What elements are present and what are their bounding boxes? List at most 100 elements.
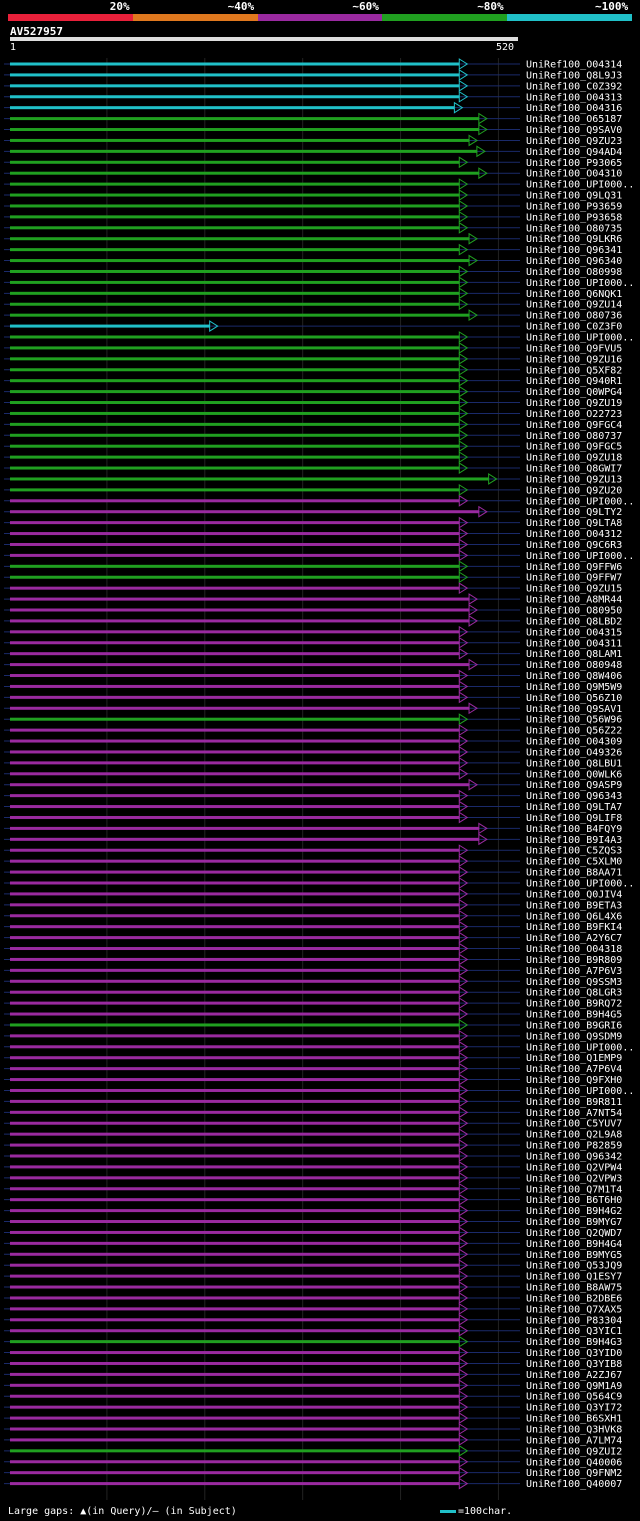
subject-label[interactable]: UniRef100_B9R811 (526, 1097, 622, 1108)
subject-label[interactable]: UniRef100_O80950 (526, 606, 622, 617)
subject-label[interactable]: UniRef100_P82859 (526, 1141, 622, 1152)
subject-label[interactable]: UniRef100_Q9ZU15 (526, 584, 622, 595)
subject-label[interactable]: UniRef100_UPI000.. (526, 180, 634, 191)
subject-label[interactable]: UniRef100_C5XLM0 (526, 857, 622, 868)
subject-label[interactable]: UniRef100_Q0WPG4 (526, 387, 622, 398)
subject-label[interactable]: UniRef100_Q9LTA7 (526, 802, 622, 813)
subject-label[interactable]: UniRef100_B9MYG7 (526, 1217, 622, 1228)
subject-label[interactable]: UniRef100_Q8LAM1 (526, 649, 622, 660)
subject-label[interactable]: UniRef100_Q9ZU16 (526, 354, 622, 365)
subject-label[interactable]: UniRef100_Q9SSM3 (526, 977, 622, 988)
subject-label[interactable]: UniRef100_Q8L9J3 (526, 70, 622, 81)
subject-label[interactable]: UniRef100_Q8LGR3 (526, 988, 622, 999)
subject-label[interactable]: UniRef100_O80737 (526, 431, 622, 442)
subject-label[interactable]: UniRef100_A2Y6C7 (526, 933, 622, 944)
subject-label[interactable]: UniRef100_O04318 (526, 944, 622, 955)
subject-label[interactable]: UniRef100_P93658 (526, 212, 622, 223)
subject-label[interactable]: UniRef100_Q9LIF8 (526, 813, 622, 824)
subject-label[interactable]: UniRef100_A7P6V3 (526, 966, 622, 977)
subject-label[interactable]: UniRef100_B9ETA3 (526, 900, 622, 911)
subject-label[interactable]: UniRef100_O04313 (526, 92, 622, 103)
subject-label[interactable]: UniRef100_Q96342 (526, 1152, 622, 1163)
subject-label[interactable]: UniRef100_Q2QWD7 (526, 1228, 622, 1239)
subject-label[interactable]: UniRef100_Q2VPW4 (526, 1162, 622, 1173)
subject-label[interactable]: UniRef100_Q9SAV0 (526, 125, 622, 136)
subject-label[interactable]: UniRef100_O80735 (526, 223, 622, 234)
subject-label[interactable]: UniRef100_O04311 (526, 638, 622, 649)
subject-label[interactable]: UniRef100_B9FKI4 (526, 922, 622, 933)
subject-label[interactable]: UniRef100_Q8LBD2 (526, 616, 622, 627)
subject-label[interactable]: UniRef100_Q5XF82 (526, 365, 622, 376)
subject-label[interactable]: UniRef100_UPI000.. (526, 1042, 634, 1053)
subject-label[interactable]: UniRef100_B9H4G5 (526, 1010, 622, 1021)
subject-label[interactable]: UniRef100_B4FQY9 (526, 824, 622, 835)
subject-label[interactable]: UniRef100_C5ZQS3 (526, 846, 622, 857)
subject-label[interactable]: UniRef100_B9H4G3 (526, 1337, 622, 1348)
subject-label[interactable]: UniRef100_Q9ZU14 (526, 300, 622, 311)
subject-label[interactable]: UniRef100_A8MR44 (526, 595, 622, 606)
subject-label[interactable]: UniRef100_Q9LTY2 (526, 507, 622, 518)
subject-label[interactable]: UniRef100_O49326 (526, 747, 622, 758)
subject-label[interactable]: UniRef100_O04314 (526, 60, 622, 71)
subject-label[interactable]: UniRef100_B9H4G2 (526, 1206, 622, 1217)
subject-label[interactable]: UniRef100_Q1EMP9 (526, 1053, 622, 1064)
subject-label[interactable]: UniRef100_Q96340 (526, 256, 622, 267)
subject-label[interactable]: UniRef100_C0Z392 (526, 81, 622, 92)
subject-label[interactable]: UniRef100_O80998 (526, 267, 622, 278)
subject-label[interactable]: UniRef100_Q7M1T4 (526, 1184, 622, 1195)
subject-label[interactable]: UniRef100_Q9FXH0 (526, 1075, 622, 1086)
subject-label[interactable]: UniRef100_Q9SAV1 (526, 704, 622, 715)
subject-label[interactable]: UniRef100_Q3HVK8 (526, 1425, 622, 1436)
subject-label[interactable]: UniRef100_Q56Z22 (526, 726, 622, 737)
subject-label[interactable]: UniRef100_Q0WLK6 (526, 769, 622, 780)
subject-label[interactable]: UniRef100_O80736 (526, 311, 622, 322)
subject-label[interactable]: UniRef100_B6SXH1 (526, 1414, 622, 1425)
subject-label[interactable]: UniRef100_P93065 (526, 158, 622, 169)
subject-label[interactable]: UniRef100_Q3YID0 (526, 1348, 622, 1359)
subject-label[interactable]: UniRef100_Q2L9A8 (526, 1130, 622, 1141)
subject-label[interactable]: UniRef100_Q2VPW3 (526, 1173, 622, 1184)
subject-label[interactable]: UniRef100_Q9LQ31 (526, 191, 622, 202)
subject-label[interactable]: UniRef100_B9MYG5 (526, 1250, 622, 1261)
subject-label[interactable]: UniRef100_Q7XAX5 (526, 1304, 622, 1315)
subject-label[interactable]: UniRef100_O65187 (526, 114, 622, 125)
subject-label[interactable]: UniRef100_O04316 (526, 103, 622, 114)
subject-label[interactable]: UniRef100_O04309 (526, 737, 622, 748)
subject-label[interactable]: UniRef100_Q9M5W9 (526, 682, 622, 693)
subject-label[interactable]: UniRef100_Q9ZU23 (526, 136, 622, 147)
subject-label[interactable]: UniRef100_Q8GWI7 (526, 464, 622, 475)
subject-label[interactable]: UniRef100_A2ZJ67 (526, 1370, 622, 1381)
subject-label[interactable]: UniRef100_Q940R1 (526, 376, 622, 387)
subject-label[interactable]: UniRef100_Q9FNM2 (526, 1468, 622, 1479)
subject-label[interactable]: UniRef100_Q96343 (526, 791, 622, 802)
subject-label[interactable]: UniRef100_A7LM74 (526, 1435, 622, 1446)
subject-label[interactable]: UniRef100_O04312 (526, 529, 622, 540)
subject-label[interactable]: UniRef100_P83304 (526, 1315, 622, 1326)
subject-label[interactable]: UniRef100_Q9LKR6 (526, 234, 622, 245)
subject-label[interactable]: UniRef100_Q3YIB8 (526, 1359, 622, 1370)
subject-label[interactable]: UniRef100_Q9ZU13 (526, 474, 622, 485)
subject-label[interactable]: UniRef100_O80948 (526, 660, 622, 671)
subject-label[interactable]: UniRef100_Q9FVU5 (526, 343, 622, 354)
subject-label[interactable]: UniRef100_Q9FFW6 (526, 562, 622, 573)
subject-label[interactable]: UniRef100_Q8LBU1 (526, 758, 622, 769)
subject-label[interactable]: UniRef100_Q56W96 (526, 715, 622, 726)
subject-label[interactable]: UniRef100_C0Z3F0 (526, 322, 622, 333)
subject-label[interactable]: UniRef100_Q6NQK1 (526, 289, 622, 300)
subject-label[interactable]: UniRef100_UPI000.. (526, 333, 634, 344)
subject-label[interactable]: UniRef100_Q1ESY7 (526, 1272, 622, 1283)
subject-label[interactable]: UniRef100_B6T6H0 (526, 1195, 622, 1206)
subject-label[interactable]: UniRef100_UPI000.. (526, 879, 634, 890)
subject-label[interactable]: UniRef100_Q9M1A9 (526, 1381, 622, 1392)
subject-label[interactable]: UniRef100_Q564C9 (526, 1392, 622, 1403)
subject-label[interactable]: UniRef100_Q94AD4 (526, 147, 622, 158)
subject-label[interactable]: UniRef100_Q9FGC4 (526, 420, 622, 431)
subject-label[interactable]: UniRef100_Q9ZUI2 (526, 1446, 622, 1457)
subject-label[interactable]: UniRef100_B9GRI6 (526, 1020, 622, 1031)
subject-label[interactable]: UniRef100_P93659 (526, 201, 622, 212)
subject-label[interactable]: UniRef100_UPI000.. (526, 496, 634, 507)
subject-label[interactable]: UniRef100_A7NT54 (526, 1108, 622, 1119)
subject-label[interactable]: UniRef100_C5YUV7 (526, 1119, 622, 1130)
subject-label[interactable]: UniRef100_Q56Z10 (526, 693, 622, 704)
subject-label[interactable]: UniRef100_B8AA71 (526, 868, 622, 879)
